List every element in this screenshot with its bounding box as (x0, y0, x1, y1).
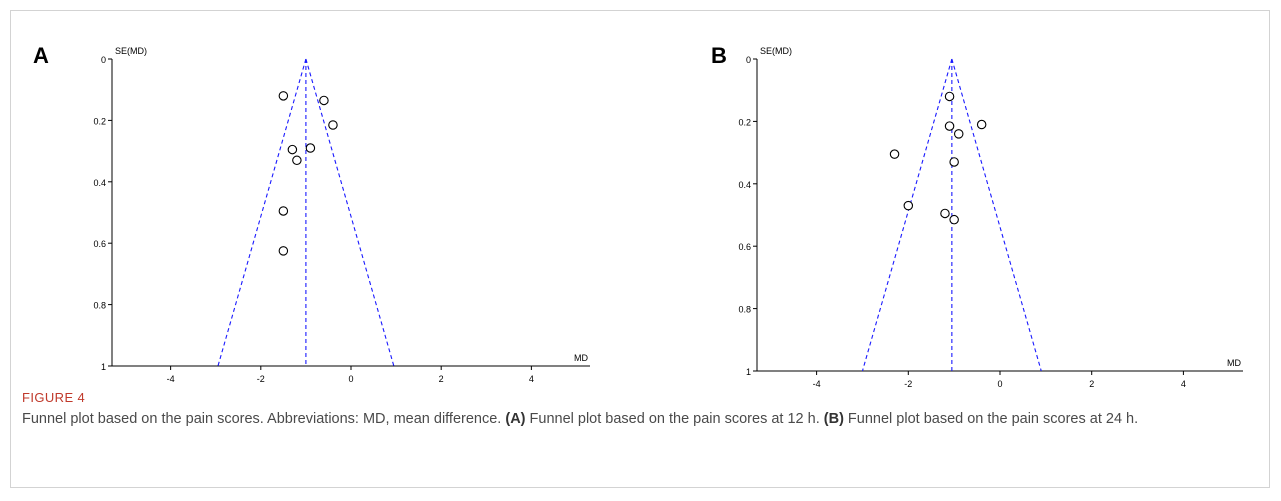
panel-b-study-point (940, 208, 950, 219)
panel-b-x-tick-label: 2 (1089, 379, 1094, 389)
panel-b-y-axis-title: SE(MD) (760, 46, 792, 56)
panel-b-study-point (949, 214, 959, 225)
panel-b-study-point (944, 91, 955, 102)
panel-a-x-tick-label: 2 (439, 374, 444, 384)
panel-a-study-point (278, 206, 289, 216)
panel-a-y-tick-label: 0.2 (93, 116, 106, 126)
panel-a-y-tick-label: 0 (101, 55, 106, 65)
caption-a-tag: (A) (505, 411, 526, 427)
panel-b-x-tick-label: 4 (1181, 379, 1186, 389)
panel-b-y-tick-label: 0.4 (738, 180, 751, 190)
panel-a-x-tick-label: -4 (167, 374, 175, 384)
panel-a-y-tick-label: 0.4 (93, 178, 106, 188)
panel-a-study-point (319, 95, 329, 106)
figure-caption-text: Funnel plot based on the pain scores. Ab… (22, 409, 1258, 430)
panel-a-x-tick-label: 0 (348, 374, 353, 384)
panel-b-study-point (889, 149, 900, 159)
panel-b-y-tick-label: 0.8 (738, 305, 751, 315)
panel-a-letter: A (33, 43, 49, 68)
panel-a-study-point (292, 155, 302, 166)
panel-b-study-point (944, 121, 955, 131)
caption-intro: Funnel plot based on the pain scores. Ab… (22, 411, 506, 427)
panel-a-funnel-right-line (305, 58, 395, 367)
figure-frame (10, 10, 1270, 488)
panel-b-x-axis-title: MD (1227, 358, 1241, 368)
panel-a-study-point (287, 144, 298, 155)
panel-a-study-point (328, 120, 338, 130)
panel-a-study-point (305, 143, 316, 153)
panel-a-study-point (278, 246, 289, 256)
panel-b-letter: B (711, 43, 727, 68)
panel-a-study-point (278, 91, 289, 101)
panel-b-y-tick-label: 0.2 (738, 117, 751, 127)
panel-b-y-tick-label: 1 (746, 367, 751, 377)
panel-a-y-tick-label: 0.8 (93, 301, 106, 311)
panel-a-chart: A 0 0.2 0.4 0.6 0.8 1 -4 -2 0 2 4 SE(MD) MD (33, 43, 590, 384)
panel-a-funnel-left-line (217, 58, 307, 367)
caption-a-text: Funnel plot based on the pain scores at … (525, 411, 824, 427)
panel-b-funnel-right-line (951, 58, 1042, 372)
panel-a-y-tick-label: 0.6 (93, 239, 106, 249)
panel-b-study-point (903, 200, 914, 211)
panel-a-y-tick-label: 1 (101, 362, 106, 372)
panel-b-x-tick-label: -4 (813, 379, 821, 389)
panel-a-x-tick-label: -2 (257, 374, 265, 384)
panel-b-study-point (976, 119, 987, 130)
panel-b-chart: B 0 0.2 0.4 0.6 0.8 1 -4 -2 0 2 4 SE(MD) MD (711, 43, 1243, 389)
panel-b-y-tick-label: 0 (746, 55, 751, 65)
panel-b-x-tick-label: -2 (904, 379, 912, 389)
figure-label: FIGURE 4 (22, 390, 86, 405)
panel-b-funnel-left-line (861, 58, 953, 372)
caption-b-text: Funnel plot based on the pain scores at … (843, 411, 1139, 427)
panel-b-study-point (953, 129, 964, 139)
panel-a-y-axis-title: SE(MD) (115, 46, 147, 56)
panel-a-x-tick-label: 4 (529, 374, 534, 384)
panel-b-y-tick-label: 0.6 (738, 242, 751, 252)
caption-b-tag: (B) (823, 411, 844, 427)
figure-caption: FIGURE 4 Funnel plot based on the pain s… (22, 390, 1258, 430)
panel-b-x-tick-label: 0 (997, 379, 1002, 389)
panel-a-x-axis-title: MD (574, 353, 588, 363)
panel-b-study-point (949, 157, 959, 167)
